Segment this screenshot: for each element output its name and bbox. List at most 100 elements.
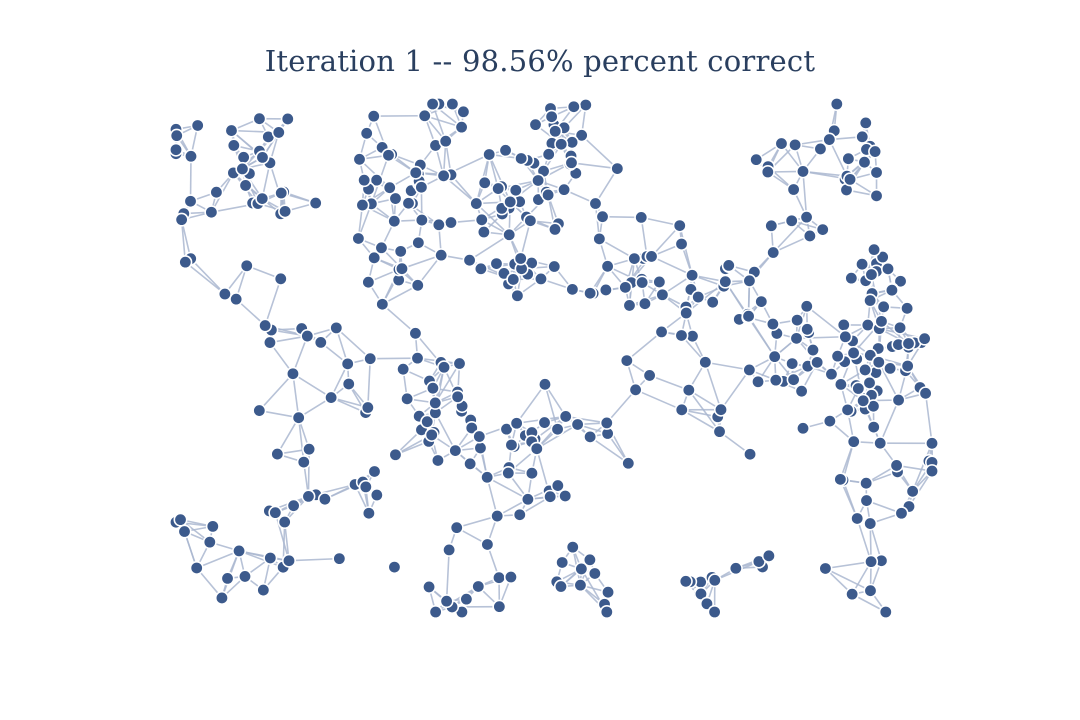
graph-edge bbox=[705, 361, 750, 371]
graph-node bbox=[582, 552, 597, 567]
graph-node bbox=[324, 390, 339, 405]
graph-node bbox=[410, 351, 425, 366]
graph-node bbox=[541, 147, 556, 162]
graph-node bbox=[672, 218, 687, 233]
graph-node bbox=[541, 187, 556, 202]
graph-node bbox=[728, 561, 743, 576]
graph-node bbox=[866, 420, 881, 435]
graph-node bbox=[881, 261, 896, 276]
graph-node bbox=[558, 409, 573, 424]
graph-node bbox=[411, 235, 426, 250]
graph-node bbox=[548, 124, 563, 139]
graph-node bbox=[341, 376, 356, 391]
graph-node bbox=[713, 402, 728, 417]
graph-edge bbox=[911, 442, 933, 492]
graph-edge bbox=[704, 361, 722, 410]
graph-node bbox=[533, 271, 548, 286]
graph-node bbox=[492, 599, 507, 614]
graph-node bbox=[754, 294, 769, 309]
graph-node bbox=[452, 356, 467, 371]
graph-node bbox=[506, 272, 521, 287]
graph-node bbox=[366, 109, 381, 124]
graph-node bbox=[205, 519, 220, 534]
graph-node bbox=[655, 287, 670, 302]
graph-node bbox=[183, 194, 198, 209]
graph-node bbox=[681, 383, 696, 398]
graph-node bbox=[173, 512, 188, 527]
graph-edge bbox=[878, 361, 900, 401]
graph-node bbox=[417, 108, 432, 123]
graph-edge bbox=[292, 373, 300, 418]
graph-edge bbox=[488, 154, 511, 203]
graph-node bbox=[238, 178, 253, 193]
graph-node bbox=[833, 472, 848, 487]
graph-edge bbox=[367, 358, 372, 408]
graph-node bbox=[878, 604, 893, 619]
graph-node bbox=[509, 416, 524, 431]
graph-node bbox=[217, 287, 232, 302]
graph-node bbox=[456, 104, 471, 119]
graph-edge bbox=[908, 470, 933, 507]
graph-node bbox=[871, 355, 886, 370]
graph-node bbox=[454, 120, 469, 135]
graph-node bbox=[874, 314, 889, 329]
graph-node bbox=[707, 604, 722, 619]
graph-node bbox=[860, 318, 875, 333]
graph-node bbox=[252, 111, 267, 126]
graph-node bbox=[420, 414, 435, 429]
graph-node bbox=[547, 259, 562, 274]
graph-node bbox=[425, 381, 440, 396]
graph-node bbox=[900, 358, 915, 373]
graph-node bbox=[644, 249, 659, 264]
graph-node bbox=[554, 137, 569, 152]
plot-title: Iteration 1 -- 98.56% percent correct bbox=[264, 44, 816, 78]
graph-node bbox=[473, 440, 488, 455]
graph-node bbox=[448, 443, 463, 458]
graph-node bbox=[503, 570, 518, 585]
graph-edge bbox=[184, 261, 226, 295]
graph-node bbox=[845, 587, 860, 602]
graph-node bbox=[477, 175, 492, 190]
graph-node bbox=[499, 422, 514, 437]
graph-node bbox=[599, 604, 614, 619]
graph-edge bbox=[681, 409, 720, 433]
graph-node bbox=[691, 290, 706, 305]
graph-node bbox=[263, 550, 278, 565]
graph-node bbox=[235, 161, 250, 176]
graph-node bbox=[674, 328, 689, 343]
graph-node bbox=[784, 213, 799, 228]
graph-node bbox=[274, 186, 289, 201]
node-layer bbox=[169, 97, 939, 619]
graph-node bbox=[894, 506, 909, 521]
graph-node bbox=[393, 244, 408, 259]
graph-node bbox=[741, 309, 756, 324]
graph-node bbox=[531, 173, 546, 188]
graph-node bbox=[174, 212, 189, 227]
graph-node bbox=[863, 293, 878, 308]
graph-node bbox=[183, 149, 198, 164]
graph-node bbox=[459, 592, 474, 607]
graph-edge bbox=[879, 399, 900, 444]
graph-node bbox=[884, 283, 899, 298]
graph-node bbox=[600, 259, 615, 274]
graph-node bbox=[598, 282, 613, 297]
graph-node bbox=[815, 222, 830, 237]
graph-node bbox=[255, 150, 270, 165]
graph-node bbox=[300, 329, 315, 344]
graph-edge bbox=[747, 315, 776, 358]
graph-node bbox=[869, 165, 884, 180]
graph-node bbox=[270, 447, 285, 462]
graph-node bbox=[566, 99, 581, 114]
graph-node bbox=[574, 128, 589, 143]
graph-node bbox=[718, 274, 733, 289]
graph-node bbox=[765, 317, 780, 332]
graph-node bbox=[829, 97, 844, 112]
graph-node bbox=[588, 196, 603, 211]
graph-node bbox=[707, 573, 722, 588]
graph-edge bbox=[475, 202, 510, 236]
graph-node bbox=[439, 594, 454, 609]
graph-node bbox=[558, 488, 573, 503]
graph-node bbox=[498, 143, 513, 158]
graph-node bbox=[408, 165, 423, 180]
graph-node bbox=[622, 298, 637, 313]
